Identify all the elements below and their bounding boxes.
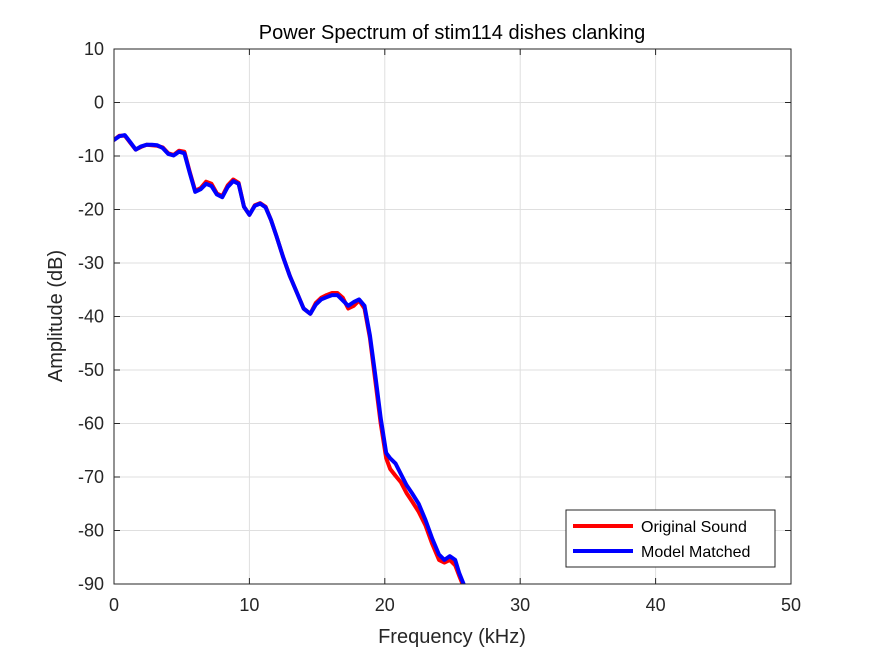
x-tick-label: 0 xyxy=(109,595,119,615)
y-tick-label: -60 xyxy=(78,414,104,434)
x-tick-label: 30 xyxy=(510,595,530,615)
x-tick-label: 40 xyxy=(646,595,666,615)
y-axis-label: Amplitude (dB) xyxy=(45,250,67,382)
y-tick-label: -10 xyxy=(78,146,104,166)
axis-ticks xyxy=(113,48,792,585)
y-tick-label: -80 xyxy=(78,521,104,541)
y-tick-label: -40 xyxy=(78,307,104,327)
legend: Original Sound Model Matched xyxy=(565,509,776,568)
y-tick-label: 10 xyxy=(84,39,104,59)
x-tick-labels: 0 10 20 30 40 50 xyxy=(109,595,801,615)
y-tick-label: -70 xyxy=(78,467,104,487)
legend-label-model-matched: Model Matched xyxy=(641,544,750,561)
x-tick-label: 10 xyxy=(239,595,259,615)
y-tick-label: 0 xyxy=(94,93,104,113)
y-tick-label: -90 xyxy=(78,574,104,594)
y-tick-label: -30 xyxy=(78,253,104,273)
chart-title: Power Spectrum of stim114 dishes clankin… xyxy=(259,22,645,44)
legend-label-original-sound: Original Sound xyxy=(641,519,747,536)
series-line-model-matched xyxy=(114,133,466,584)
series-layer xyxy=(114,133,466,584)
y-tick-labels: 10 0 -10 -20 -30 -40 -50 -60 -70 -80 -90 xyxy=(78,39,104,594)
x-tick-label: 20 xyxy=(375,595,395,615)
y-tick-label: -50 xyxy=(78,360,104,380)
x-tick-label: 50 xyxy=(781,595,801,615)
x-axis-label: Frequency (kHz) xyxy=(378,626,526,648)
y-tick-label: -20 xyxy=(78,200,104,220)
legend-box xyxy=(565,509,776,568)
